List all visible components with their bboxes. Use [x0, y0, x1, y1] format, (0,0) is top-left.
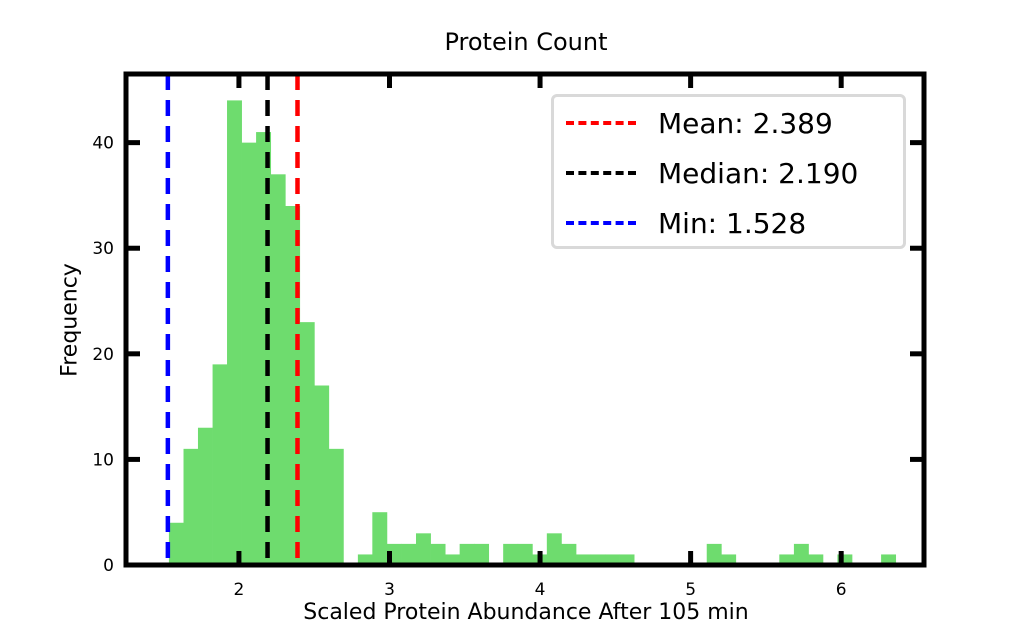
x-tick-label: 6: [836, 580, 847, 600]
histogram-bar: [357, 554, 373, 565]
x-axis-label: Scaled Protein Abundance After 105 min: [303, 600, 749, 625]
histogram-bar: [561, 543, 577, 565]
histogram-bar: [445, 554, 460, 565]
legend-swatch-min: [566, 221, 636, 225]
histogram-bar: [619, 554, 635, 565]
legend-swatch-median: [566, 171, 636, 175]
histogram-bar: [604, 554, 620, 565]
x-tick-label: 5: [685, 580, 696, 600]
histogram-bar: [197, 427, 213, 565]
histogram-bar: [168, 522, 184, 565]
histogram-bar: [459, 543, 475, 565]
histogram-bar: [517, 543, 533, 565]
histogram-bar: [706, 543, 722, 565]
histogram-bar: [401, 543, 417, 565]
y-tick-label: 40: [92, 134, 114, 154]
histogram-bar: [575, 554, 591, 565]
histogram-bar: [837, 554, 853, 565]
histogram-bar: [590, 554, 606, 565]
plot-frame: [123, 71, 927, 568]
histogram-bar: [779, 554, 795, 565]
legend-item-mean: Mean: 2.389: [554, 103, 903, 143]
legend-item-median: Median: 2.190: [554, 153, 903, 193]
legend-label-min: Min: 1.528: [658, 207, 807, 240]
legend-swatch-mean: [566, 121, 636, 125]
histogram-bar: [808, 554, 824, 565]
histogram-bar: [793, 543, 809, 565]
legend-label-median: Median: 2.190: [658, 157, 859, 190]
bars-layer: [168, 100, 897, 566]
histogram-bar: [474, 543, 490, 565]
histogram-bar: [881, 554, 897, 565]
y-tick-label: 30: [92, 239, 114, 259]
legend-label-mean: Mean: 2.389: [658, 107, 833, 140]
histogram-bar: [212, 364, 228, 565]
y-tick-label: 20: [92, 345, 114, 365]
y-tick-label: 10: [92, 450, 114, 470]
histogram-bar: [430, 543, 446, 565]
reference-lines-layer: [165, 74, 300, 565]
x-tick-label: 4: [535, 580, 546, 600]
y-axis-label: Frequency: [57, 263, 83, 377]
histogram-bar: [227, 100, 242, 565]
legend-item-min: Min: 1.528: [554, 203, 903, 243]
histogram-bar: [314, 385, 330, 565]
histogram-bar: [183, 448, 199, 565]
legend: Mean: 2.389 Median: 2.190 Min: 1.528: [551, 94, 906, 249]
histogram-bar: [372, 512, 388, 565]
y-tick-label: 0: [103, 556, 114, 576]
histogram-bar: [299, 322, 315, 565]
histogram-bar: [270, 174, 286, 565]
chart-title: Protein Count: [444, 28, 608, 56]
histogram-bar: [721, 554, 737, 565]
x-tick-label: 3: [384, 580, 395, 600]
histogram-bar: [241, 142, 257, 566]
axes-layer: 2 3 4 5 6 0 10 20 30 40: [92, 71, 927, 600]
x-tick-label: 2: [234, 580, 245, 600]
histogram-bar: [415, 533, 431, 565]
histogram-bar: [503, 543, 519, 565]
histogram-bar: [328, 448, 344, 565]
histogram-bar: [546, 533, 562, 565]
